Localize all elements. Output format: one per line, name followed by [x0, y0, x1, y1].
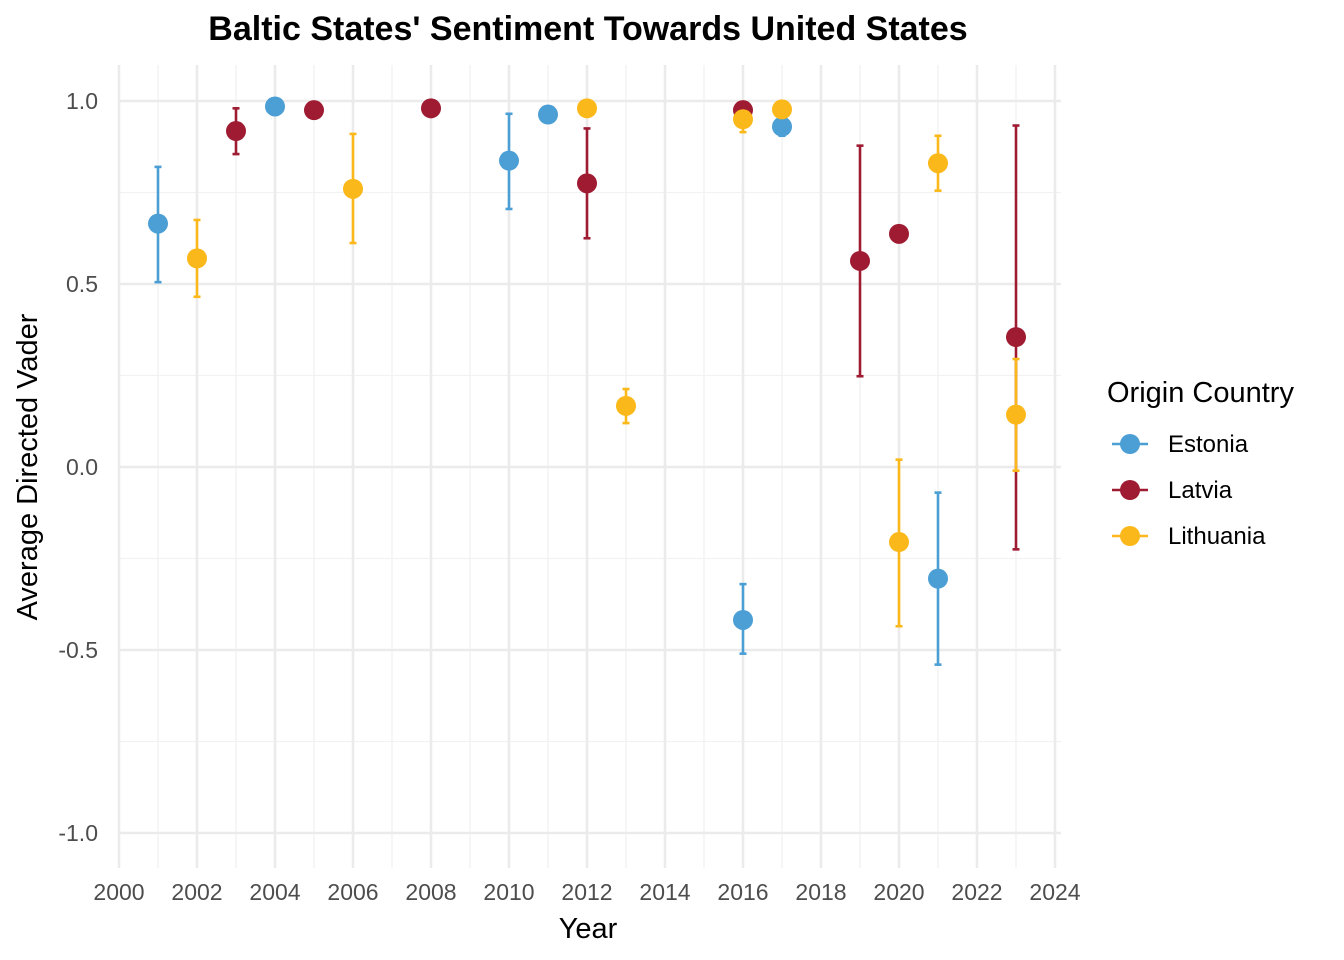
chart-title: Baltic States' Sentiment Towards United … — [208, 10, 967, 48]
x-tick-label: 2008 — [405, 879, 456, 905]
data-point-estonia — [499, 150, 519, 171]
data-point-latvia — [850, 250, 870, 271]
data-point-estonia — [265, 96, 285, 117]
data-point-lithuania — [733, 109, 753, 130]
x-tick-label: 2004 — [249, 879, 300, 905]
legend: Origin Country Estonia Latvia Lithuania — [1107, 377, 1294, 550]
legend-key-point — [1120, 526, 1140, 546]
x-tick-label: 2018 — [795, 879, 846, 905]
data-point-lithuania — [772, 99, 792, 120]
data-point-lithuania — [1006, 404, 1026, 425]
x-tick-label: 2006 — [327, 879, 378, 905]
data-point-lithuania — [889, 532, 909, 553]
legend-label: Lithuania — [1168, 523, 1266, 550]
data-point-lithuania — [616, 395, 636, 416]
data-point-lithuania — [577, 98, 597, 119]
x-tick-label: 2016 — [717, 879, 768, 905]
data-point-latvia — [1006, 327, 1026, 348]
legend-item-latvia: Latvia — [1112, 477, 1233, 504]
legend-item-lithuania: Lithuania — [1112, 523, 1266, 550]
data-point-lithuania — [187, 248, 207, 269]
x-tick-label: 2014 — [639, 879, 690, 905]
y-axis-title: Average Directed Vader — [12, 313, 44, 620]
y-tick-label: 1.0 — [66, 88, 98, 114]
x-tick-label: 2000 — [93, 879, 144, 905]
data-point-estonia — [538, 104, 558, 125]
data-point-latvia — [577, 173, 597, 194]
x-tick-label: 2022 — [951, 879, 1002, 905]
data-point-latvia — [304, 100, 324, 121]
data-point-estonia — [772, 116, 792, 137]
data-point-latvia — [421, 98, 441, 119]
legend-item-estonia: Estonia — [1112, 431, 1249, 458]
x-axis-title: Year — [559, 913, 618, 945]
grid-major — [117, 65, 1061, 868]
x-tick-label: 2002 — [171, 879, 222, 905]
data-point-estonia — [928, 568, 948, 589]
x-tick-label: 2020 — [873, 879, 924, 905]
legend-key-point — [1120, 434, 1140, 454]
y-tick-label: 0.0 — [66, 454, 98, 480]
x-tick-label: 2024 — [1029, 879, 1080, 905]
x-tick-label: 2012 — [561, 879, 612, 905]
y-tick-label: 0.5 — [66, 271, 98, 297]
legend-label: Estonia — [1168, 431, 1249, 458]
data-points — [148, 96, 1026, 630]
data-point-estonia — [733, 609, 753, 630]
legend-title: Origin Country — [1107, 377, 1294, 409]
legend-label: Latvia — [1168, 477, 1233, 504]
x-axis-ticks: 2000 2002 2004 2006 2008 2010 2012 2014 2016 2018… — [93, 879, 1080, 905]
data-point-latvia — [889, 223, 909, 244]
y-tick-label: -0.5 — [58, 637, 98, 663]
legend-key-point — [1120, 480, 1140, 500]
data-point-estonia — [148, 213, 168, 234]
data-point-latvia — [226, 121, 246, 142]
y-axis-ticks: -1.0 -0.5 0.0 0.5 1.0 — [58, 88, 98, 846]
data-point-lithuania — [928, 153, 948, 174]
y-tick-label: -1.0 — [58, 820, 98, 846]
x-tick-label: 2010 — [483, 879, 534, 905]
data-point-lithuania — [343, 178, 363, 199]
